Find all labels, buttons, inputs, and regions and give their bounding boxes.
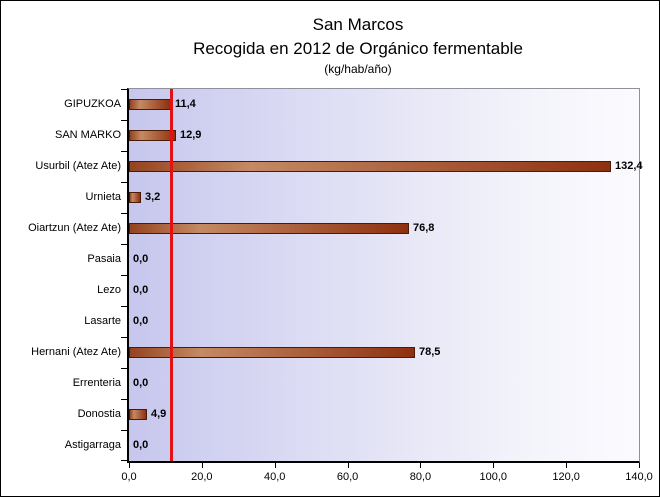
y-axis-tick	[121, 213, 127, 214]
value-label: 76,8	[413, 221, 435, 234]
x-axis-tick	[274, 463, 276, 468]
x-axis-tick-label: 100,0	[479, 471, 508, 483]
value-label: 0,0	[133, 376, 149, 389]
x-axis-tick-label: 0,0	[121, 471, 137, 483]
value-label: 132,4	[615, 159, 643, 172]
category-label: Lezo	[97, 283, 121, 296]
value-label: 3,2	[145, 190, 161, 203]
chart-subtitle: Recogida en 2012 de Orgánico fermentable	[193, 39, 523, 58]
value-label: 0,0	[133, 283, 149, 296]
y-axis-tick	[121, 460, 127, 461]
value-label: 12,9	[180, 128, 202, 141]
x-axis-tick-label: 120,0	[552, 471, 580, 483]
chart-units-label: (kg/hab/año)	[324, 62, 392, 76]
category-label: Urnieta	[85, 190, 121, 203]
y-axis-tick	[121, 244, 127, 245]
category-label: Astigarraga	[64, 438, 121, 451]
value-label: 4,9	[151, 407, 167, 420]
category-label: Lasarte	[84, 314, 121, 327]
bar-usurbil-atez-ate	[129, 161, 611, 172]
plot-area	[127, 88, 640, 463]
x-axis-tick	[129, 463, 130, 468]
value-label: 0,0	[133, 252, 149, 265]
value-label: 0,0	[133, 314, 149, 327]
bar-urnieta	[129, 192, 141, 203]
y-axis-tick	[121, 306, 127, 307]
chart-title: San Marcos	[312, 15, 404, 34]
category-label: Errenteria	[72, 376, 121, 389]
y-axis-tick	[121, 120, 127, 121]
x-axis-tick	[493, 463, 495, 468]
value-label: 0,0	[133, 438, 149, 451]
category-label: Donostia	[77, 407, 121, 420]
category-label: Hernani (Atez Ate)	[31, 345, 121, 358]
bar-oiartzun-atez-ate	[129, 223, 409, 234]
y-axis-tick	[121, 275, 127, 276]
bar-san-marko	[129, 130, 176, 141]
y-axis-tick	[121, 182, 127, 183]
x-axis-tick	[347, 463, 349, 468]
bar-donostia	[129, 409, 147, 420]
category-label: Oiartzun (Atez Ate)	[28, 221, 121, 234]
bar-gipuzkoa	[129, 99, 171, 110]
x-axis-tick-label: 20,0	[191, 471, 213, 483]
x-axis-tick-label: 60,0	[336, 471, 359, 483]
x-axis-tick	[201, 463, 203, 468]
x-axis-tick	[420, 463, 422, 468]
y-axis-tick	[121, 430, 127, 431]
x-axis-tick	[639, 463, 640, 468]
x-axis-tick-label: 40,0	[263, 471, 286, 483]
value-label: 11,4	[175, 97, 196, 110]
value-label: 78,5	[419, 345, 441, 358]
y-axis-tick	[121, 89, 127, 90]
chart-title-block: San Marcos Recogida en 2012 de Orgánico …	[57, 13, 659, 77]
y-axis-tick	[121, 151, 127, 152]
y-axis-tick	[121, 337, 127, 338]
category-label: Pasaia	[87, 252, 121, 265]
category-label: GIPUZKOA	[64, 97, 121, 110]
bar-hernani-atez-ate	[129, 347, 415, 358]
y-axis-tick	[121, 399, 127, 400]
x-axis-tick	[566, 463, 568, 468]
y-axis-tick	[121, 368, 127, 369]
category-label: SAN MARKO	[54, 128, 121, 141]
reference-line	[169, 89, 173, 461]
x-axis-tick-label: 80,0	[409, 471, 432, 483]
x-axis-tick-label: 140,0	[625, 471, 653, 483]
category-label: Usurbil (Atez Ate)	[35, 159, 121, 172]
